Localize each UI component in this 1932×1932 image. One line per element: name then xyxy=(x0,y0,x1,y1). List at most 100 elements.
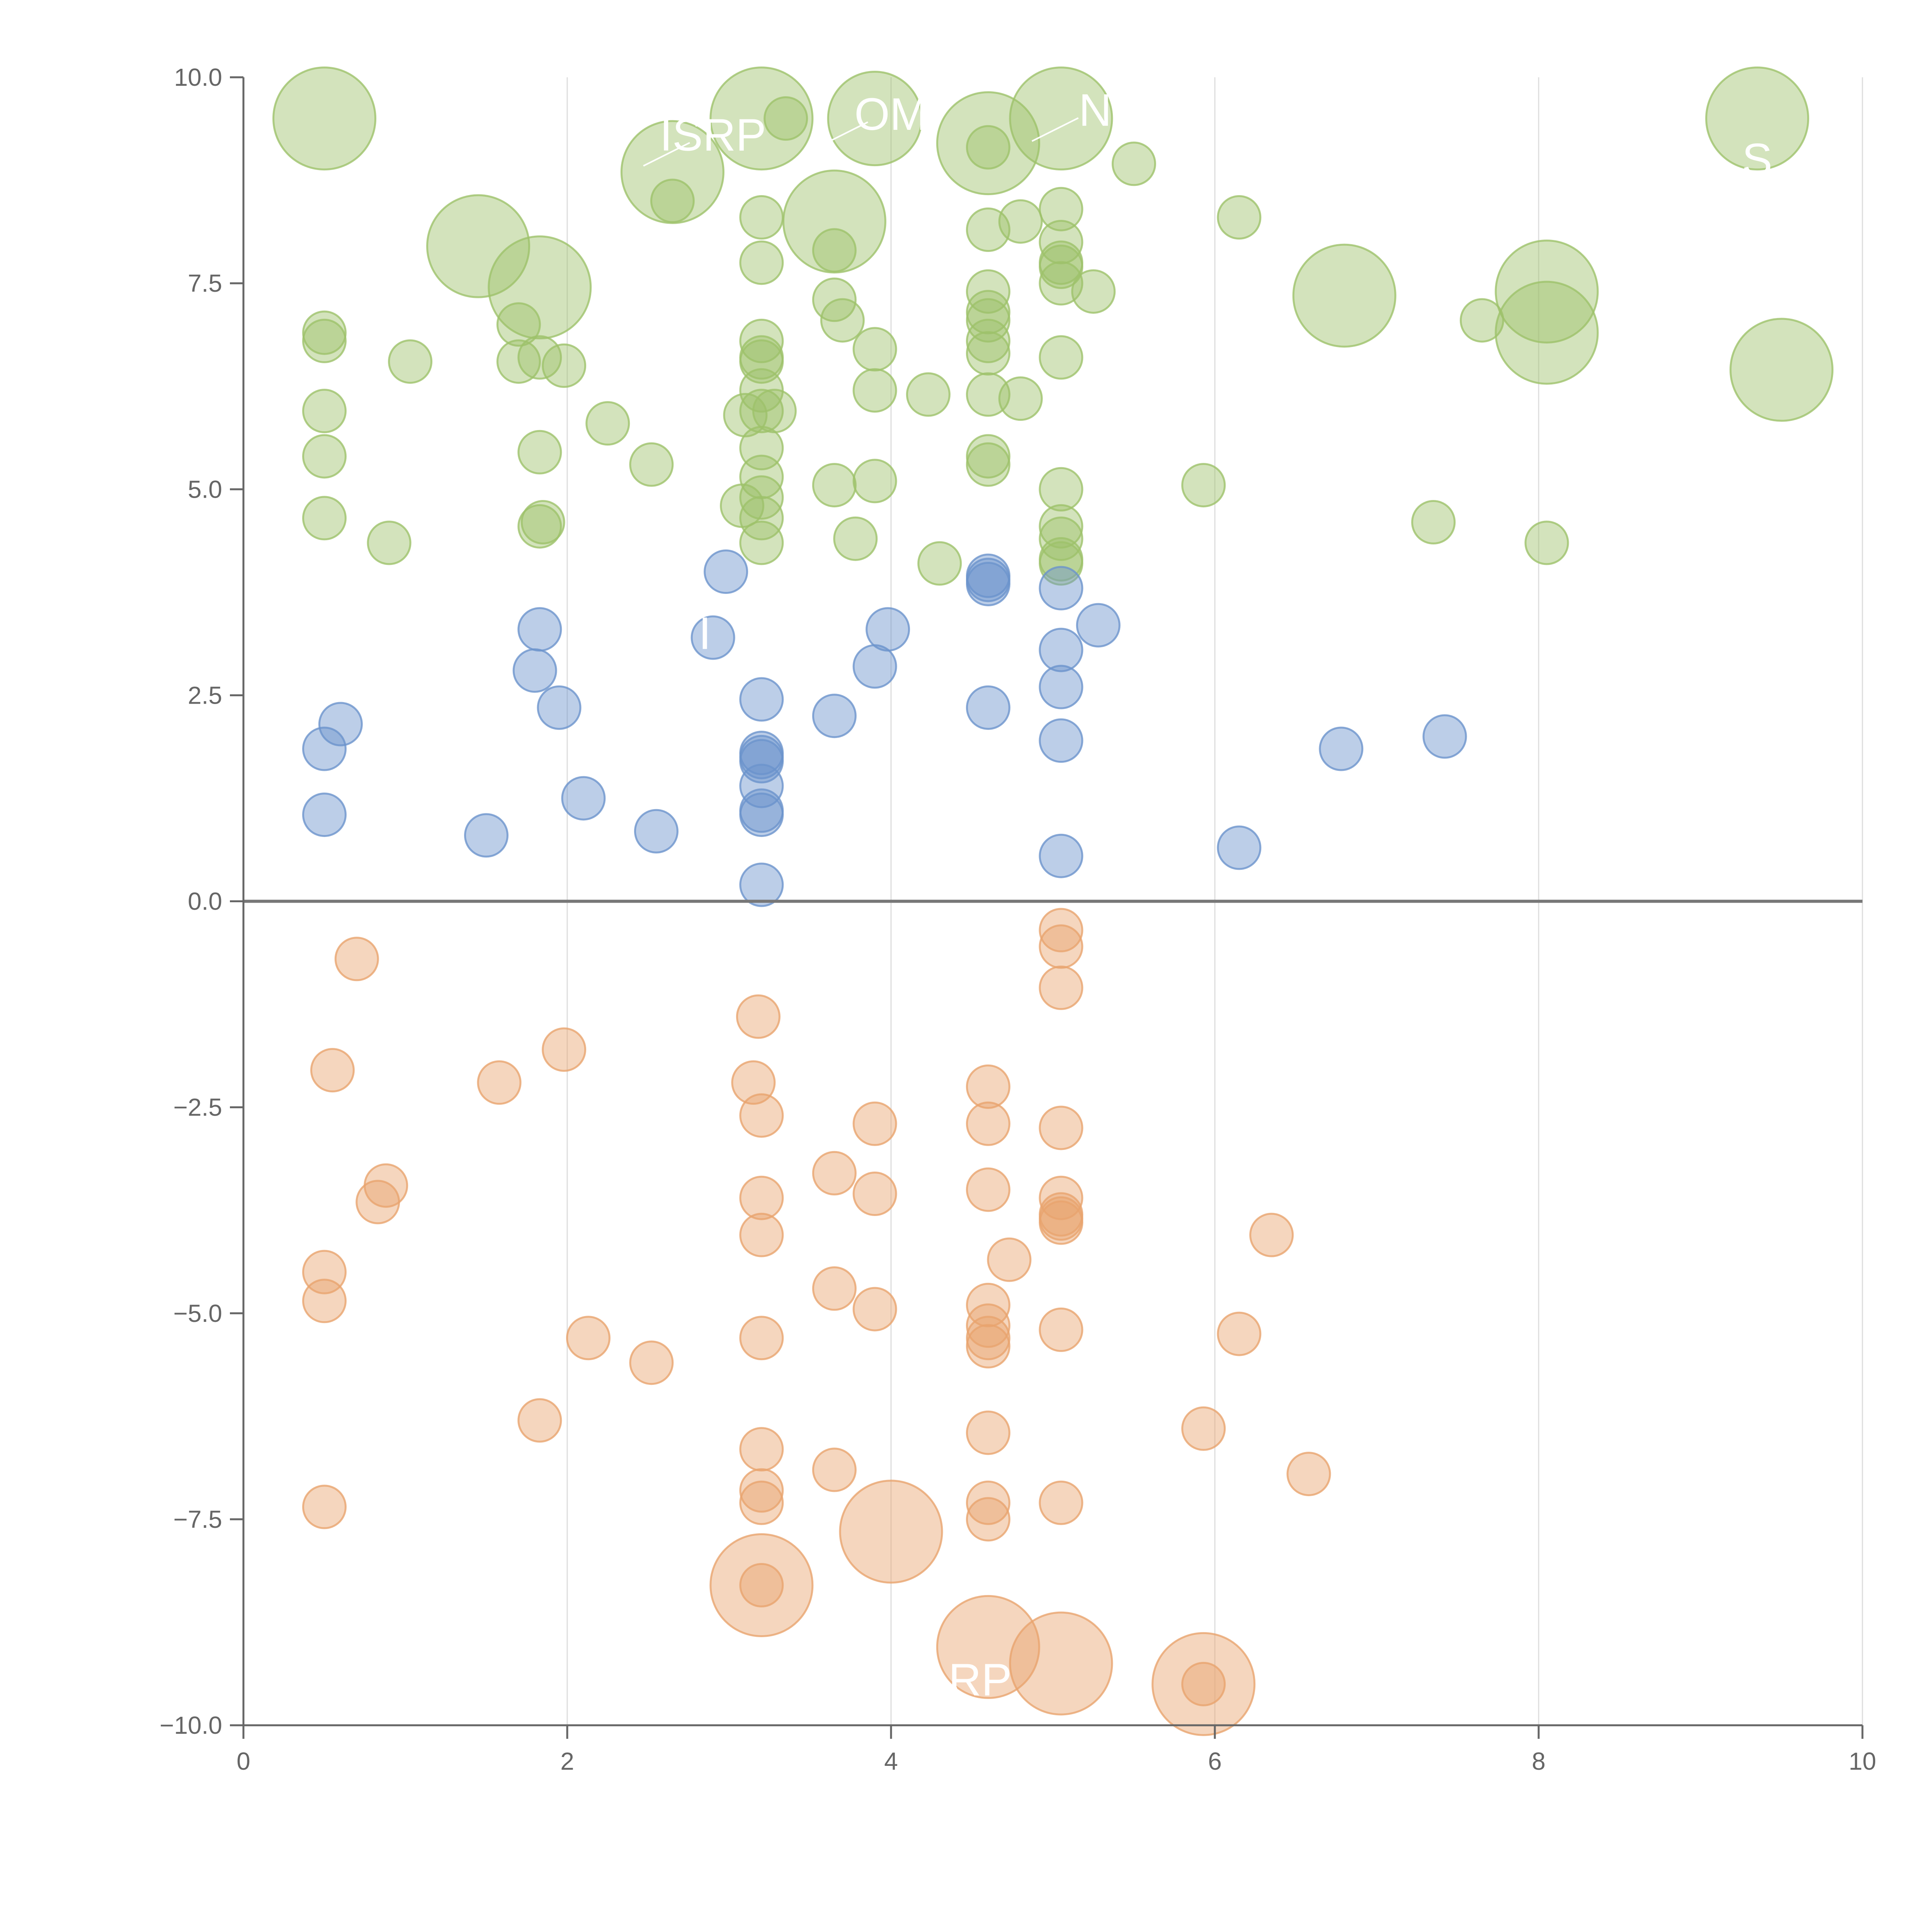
y-tick-label: −5.0 xyxy=(173,1299,222,1327)
lower-orange-bubble xyxy=(542,1027,587,1072)
upper-green-bubble xyxy=(1039,467,1083,512)
upper-green-bubble xyxy=(302,496,347,541)
upper-green-bubble xyxy=(739,389,784,434)
middle-blue-bubble xyxy=(537,685,582,730)
upper-green-bubble xyxy=(936,91,1040,196)
middle-blue-bubble xyxy=(1039,566,1083,611)
callout-label: OM xyxy=(854,89,928,140)
x-tick-label: 10 xyxy=(1849,1747,1876,1775)
upper-green-bubble xyxy=(966,318,1010,363)
upper-green-bubble xyxy=(520,500,565,545)
upper-green-bubble xyxy=(812,463,857,508)
middle-blue-bubble xyxy=(1039,833,1083,878)
callout-label: NI xyxy=(1079,85,1124,136)
lower-orange-bubble xyxy=(1039,965,1083,1010)
upper-green-bubble xyxy=(827,71,923,167)
lower-orange-bubble xyxy=(739,1468,784,1513)
upper-green-bubble xyxy=(1730,318,1833,422)
lower-orange-bubble xyxy=(1039,924,1083,969)
upper-green-bubble xyxy=(1495,281,1599,385)
upper-green-bubble xyxy=(812,228,857,273)
lower-orange-bubble xyxy=(839,1480,943,1584)
lower-orange-bubble xyxy=(1039,1200,1083,1245)
middle-blue-bubble xyxy=(1422,714,1467,759)
upper-green-bubble xyxy=(739,195,784,240)
middle-blue-bubble xyxy=(852,644,897,689)
middle-blue-bubble xyxy=(561,776,606,821)
callout-label: I xyxy=(699,608,711,659)
middle-blue-bubble xyxy=(812,694,857,738)
lower-orange-bubble xyxy=(1181,1662,1226,1706)
axis-layer: −10.0 −7.5 −5.0 −2.5 0.0 2.5 5.0 7.5 10.0 0 2 4 6 8 10 xyxy=(160,63,1876,1775)
upper-green-bubble xyxy=(1112,141,1156,186)
upper-green-bubble xyxy=(272,66,376,171)
y-tick-label: −10.0 xyxy=(160,1711,222,1739)
upper-green-bubble xyxy=(966,331,1010,376)
upper-green-bubble xyxy=(1217,195,1262,240)
upper-green-bubble xyxy=(1524,520,1569,565)
y-tick-label: 2.5 xyxy=(188,681,222,709)
upper-green-bubble xyxy=(367,520,412,565)
middle-blue-bubble xyxy=(1217,825,1262,870)
upper-green-bubble xyxy=(709,66,814,171)
middle-blue-bubble xyxy=(512,648,557,693)
callout-leader xyxy=(821,121,868,146)
lower-orange-bubble xyxy=(1039,1105,1083,1150)
upper-green-bubble xyxy=(629,442,674,487)
middle-blue-bubble xyxy=(302,726,347,771)
lower-orange-bubble xyxy=(966,1324,1010,1369)
callout-leader xyxy=(1031,117,1079,142)
upper-green-bubble xyxy=(966,125,1010,170)
lower-orange-bubble xyxy=(1181,1406,1226,1451)
upper-green-bubble xyxy=(852,327,897,372)
callout-leader xyxy=(635,640,682,665)
middle-blue-bubble xyxy=(464,813,509,858)
middle-blue-bubble xyxy=(1039,718,1083,763)
upper-green-bubble xyxy=(739,496,784,541)
lower-orange-bubble xyxy=(1009,1611,1113,1716)
lower-orange-bubble xyxy=(334,937,379,981)
lower-orange-bubble xyxy=(852,1172,897,1216)
lower-orange-bubble xyxy=(739,1093,784,1138)
lower-orange-bubble xyxy=(739,1175,784,1220)
upper-green-bubble xyxy=(1039,504,1083,549)
lower-orange-bubble xyxy=(302,1485,347,1529)
lower-orange-bubble xyxy=(1039,908,1083,952)
lower-orange-bubble xyxy=(739,1316,784,1361)
lower-orange-bubble xyxy=(731,1060,776,1105)
lower-orange-bubble xyxy=(566,1316,611,1361)
lower-orange-bubble xyxy=(629,1340,674,1385)
x-tick-label: 0 xyxy=(236,1747,250,1775)
lower-orange-bubble xyxy=(966,1167,1010,1212)
lower-orange-bubble xyxy=(1039,1480,1083,1525)
middle-blue-bubble xyxy=(739,862,784,907)
x-tick-label: 8 xyxy=(1532,1747,1546,1775)
lower-orange-bubble xyxy=(812,1447,857,1492)
upper-green-bubble xyxy=(739,240,784,285)
lower-orange-bubble xyxy=(966,1497,1010,1542)
upper-green-bubble xyxy=(302,318,347,363)
lower-orange-bubble xyxy=(302,1279,347,1323)
middle-blue-bubble xyxy=(739,793,784,837)
lower-orange-bubble xyxy=(736,994,781,1039)
middle-blue-bubble xyxy=(704,549,748,594)
lower-orange-bubble xyxy=(709,1533,814,1637)
upper-green-bubble xyxy=(650,179,695,223)
lower-orange-bubble xyxy=(739,1480,784,1525)
lower-orange-bubble xyxy=(1039,1307,1083,1352)
y-tick-label: −7.5 xyxy=(173,1505,222,1533)
bubble-layer xyxy=(272,66,1833,1736)
middle-blue-bubble xyxy=(690,615,735,660)
lower-orange-bubble xyxy=(739,1427,784,1472)
middle-blue-bubble xyxy=(318,702,363,747)
middle-blue-bubble xyxy=(739,739,784,784)
upper-green-bubble xyxy=(998,376,1043,421)
upper-green-bubble xyxy=(723,393,768,437)
upper-green-bubble xyxy=(1071,269,1116,314)
lower-orange-bubble xyxy=(310,1048,355,1093)
lower-orange-bubble xyxy=(1286,1452,1331,1497)
upper-green-bubble xyxy=(906,372,951,417)
lower-orange-bubble xyxy=(477,1060,522,1105)
upper-green-bubble xyxy=(585,401,630,446)
